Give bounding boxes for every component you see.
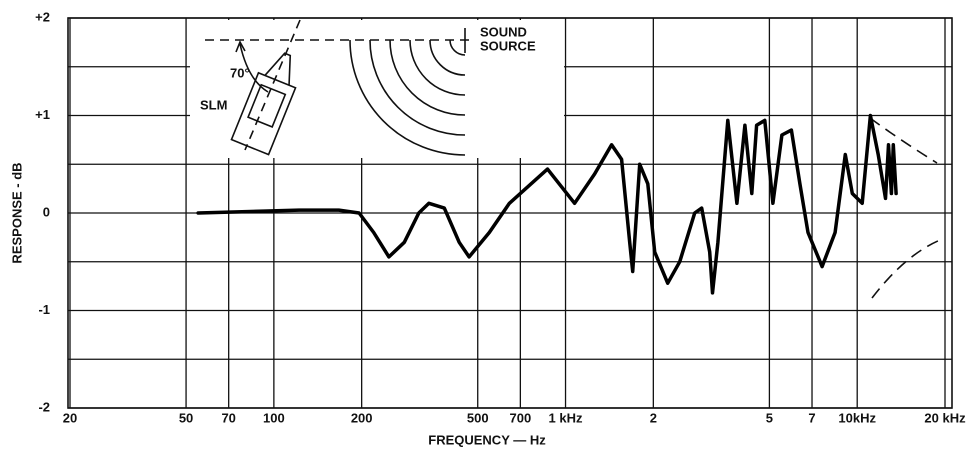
y-tick-label: -2 [38, 399, 50, 414]
annotation: SOURCE [480, 38, 536, 53]
tolerance-curves [869, 117, 941, 299]
x-tick-label: 700 [510, 410, 532, 425]
plot [196, 113, 898, 295]
x-tick-label: 20 [63, 410, 77, 425]
annotation: 70° [230, 65, 250, 80]
x-tick-label: 20 kHz [924, 410, 966, 425]
x-tick-label: 500 [467, 410, 489, 425]
y-tick-label: +1 [35, 107, 50, 122]
x-tick-label: 5 [766, 410, 773, 425]
x-tick-label: 100 [263, 410, 285, 425]
x-tick-label: 7 [808, 410, 815, 425]
x-tick-label: 1 kHz [549, 410, 583, 425]
x-axis-label: FREQUENCY — Hz [428, 432, 546, 447]
y-axis-label: RESPONSE - dB [9, 162, 24, 263]
annotation: SLM [200, 97, 227, 112]
x-tick-label: 10kHz [838, 410, 876, 425]
x-tick-label: 200 [351, 410, 373, 425]
annotation: SOUND [480, 24, 527, 39]
y-tick-label: 0 [43, 204, 50, 219]
x-tick-label: 70 [221, 410, 235, 425]
y-tick-label: +2 [35, 9, 50, 24]
x-tick-label: 2 [650, 410, 657, 425]
y-tick-label: -1 [38, 302, 50, 317]
response-curve [196, 113, 898, 295]
inset-diagram [190, 19, 564, 158]
x-tick-label: 50 [179, 410, 193, 425]
